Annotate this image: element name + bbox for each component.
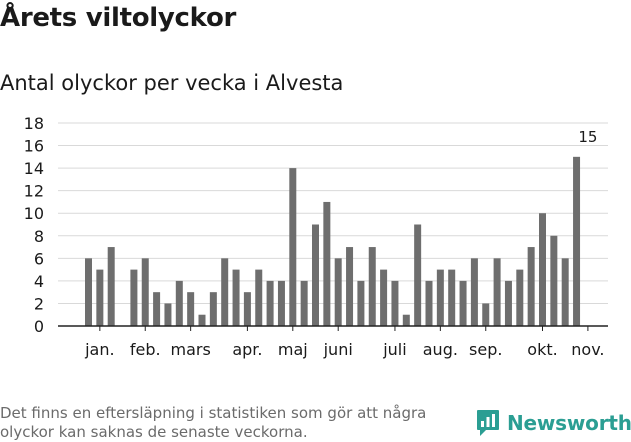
bar xyxy=(266,280,274,326)
y-tick-label: 10 xyxy=(24,204,44,223)
x-tick-label: aug. xyxy=(423,340,458,359)
bar xyxy=(175,280,183,326)
y-tick-label: 4 xyxy=(34,272,44,291)
bar xyxy=(470,258,478,326)
bar xyxy=(198,314,206,326)
bar xyxy=(96,269,104,326)
chart-title: Årets viltolyckor xyxy=(0,3,237,33)
data-label-highlight: 15 xyxy=(578,128,597,146)
x-tick-label: maj xyxy=(278,340,308,359)
bar xyxy=(164,303,172,326)
bar xyxy=(300,280,308,326)
data-labels: 15 xyxy=(578,128,597,146)
bar xyxy=(312,224,319,326)
bar xyxy=(141,258,149,326)
bar xyxy=(550,235,558,326)
bar xyxy=(334,258,342,326)
y-tick-label: 6 xyxy=(34,249,44,268)
bar xyxy=(414,224,422,326)
bar xyxy=(459,280,467,326)
bar xyxy=(380,269,388,326)
bar xyxy=(527,247,535,326)
y-tick-label: 12 xyxy=(24,182,44,201)
x-tick-label: nov. xyxy=(571,340,604,359)
bar xyxy=(221,258,229,326)
bar xyxy=(516,269,524,326)
x-tick-label: feb. xyxy=(130,340,161,359)
bar xyxy=(346,247,354,326)
y-tick-label: 18 xyxy=(24,114,44,133)
bar xyxy=(277,280,285,326)
bar xyxy=(482,303,490,326)
bar xyxy=(130,269,138,326)
x-tick-label: okt. xyxy=(527,340,557,359)
bar xyxy=(402,314,410,326)
x-axis-ticks: jan. feb. mars apr. maj juni juli aug. sep. okt. n… xyxy=(84,326,605,359)
bar xyxy=(85,258,92,326)
x-tick-label: jan. xyxy=(84,340,114,359)
bar xyxy=(425,280,433,326)
x-tick-label: mars xyxy=(170,340,210,359)
brand-logo[interactable]: Newsworthy xyxy=(476,408,631,438)
bar xyxy=(368,247,376,326)
brand-name: Newsworthy xyxy=(507,411,631,435)
bar xyxy=(209,292,217,326)
newsworthy-logo-icon xyxy=(477,410,499,436)
y-tick-label: 14 xyxy=(24,159,44,178)
bar xyxy=(187,292,195,326)
bar xyxy=(539,213,546,326)
bars xyxy=(85,156,581,326)
bar xyxy=(448,269,456,326)
bar xyxy=(391,280,399,326)
bar xyxy=(493,258,501,326)
bar xyxy=(232,269,240,326)
x-tick-label: juli xyxy=(382,340,406,359)
bar xyxy=(323,201,331,326)
footnote: Det finns en eftersläpning i statistiken… xyxy=(0,404,427,441)
bar xyxy=(289,168,297,326)
y-axis-ticks: 0 2 4 6 8 10 12 14 16 18 xyxy=(24,114,44,336)
bar xyxy=(573,156,581,326)
x-tick-label: apr. xyxy=(232,340,262,359)
bar xyxy=(243,292,251,326)
bar xyxy=(255,269,263,326)
bar xyxy=(561,258,569,326)
chart-subtitle: Antal olyckor per vecka i Alvesta xyxy=(0,71,344,95)
grid-lines xyxy=(58,122,608,304)
y-tick-label: 2 xyxy=(34,294,44,313)
bar xyxy=(153,292,161,326)
bar xyxy=(504,280,512,326)
bar xyxy=(107,247,115,326)
y-tick-label: 8 xyxy=(34,227,44,246)
x-tick-label: juni xyxy=(323,340,353,359)
y-tick-label: 0 xyxy=(34,317,44,336)
x-tick-label: sep. xyxy=(469,340,502,359)
bar xyxy=(436,269,444,326)
bar xyxy=(357,280,365,326)
y-tick-label: 16 xyxy=(24,137,44,156)
